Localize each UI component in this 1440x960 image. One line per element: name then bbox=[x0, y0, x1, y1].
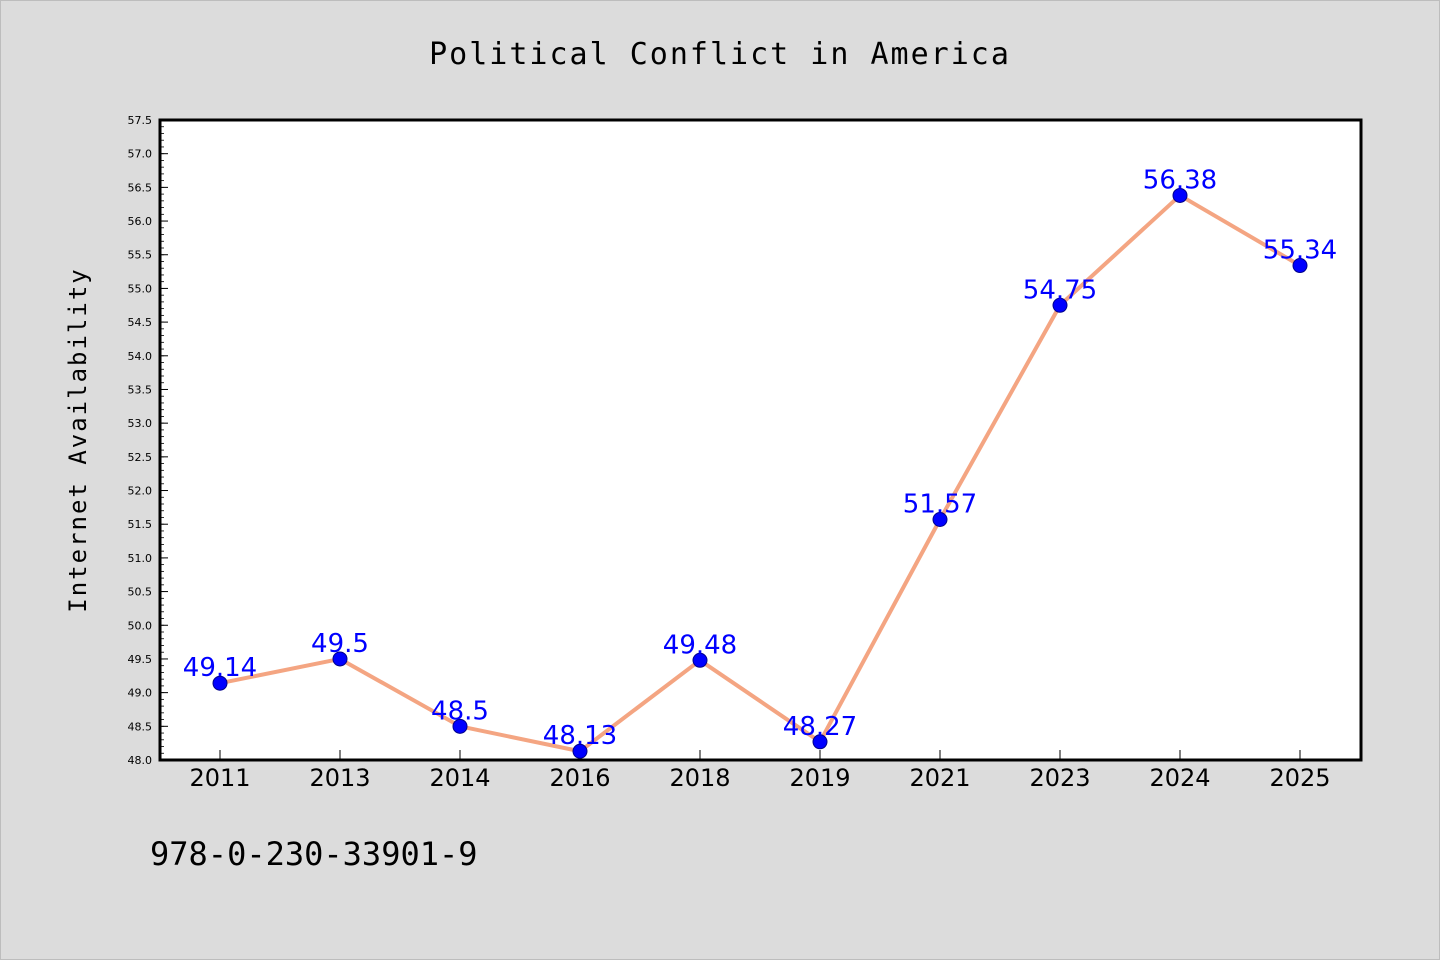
plot-area bbox=[158, 118, 1363, 762]
data-point bbox=[452, 718, 468, 734]
x-tick-label: 2013 bbox=[309, 764, 370, 792]
y-tick-label: 56.0 bbox=[128, 215, 153, 228]
isbn-footer: 978-0-230-33901-9 bbox=[150, 835, 478, 873]
y-tick-label: 54.5 bbox=[128, 316, 153, 329]
series-markers bbox=[212, 187, 1308, 759]
y-tick-label: 57.5 bbox=[128, 114, 153, 127]
y-tick-label: 48.0 bbox=[128, 754, 153, 767]
data-label: 51.57 bbox=[903, 489, 977, 519]
data-point bbox=[1052, 297, 1068, 313]
x-tick-label: 2023 bbox=[1029, 764, 1090, 792]
data-label: 48.13 bbox=[543, 721, 617, 751]
data-label: 48.5 bbox=[431, 696, 489, 726]
data-label: 54.75 bbox=[1023, 275, 1097, 305]
x-tick-label: 2021 bbox=[909, 764, 970, 792]
x-tick-label: 2025 bbox=[1269, 764, 1330, 792]
data-point bbox=[932, 511, 948, 527]
y-axis-ticks: 48.0 48.5 49.0 49.5 50.0 50.5 51.0 51.5 52.0 52.5… bbox=[128, 114, 168, 767]
data-label: 49.5 bbox=[311, 629, 369, 659]
data-point bbox=[1292, 258, 1308, 274]
y-tick-label: 57.0 bbox=[128, 148, 153, 161]
data-point bbox=[212, 675, 228, 691]
x-tick-label: 2016 bbox=[549, 764, 610, 792]
data-point bbox=[1172, 187, 1188, 203]
data-labels: 49.14 49.5 48.5 48.13 49.48 48.27 51.57 54.75 56… bbox=[183, 165, 1337, 751]
y-tick-label: 53.0 bbox=[128, 417, 153, 430]
y-tick-label: 51.5 bbox=[128, 518, 153, 531]
data-point bbox=[812, 734, 828, 750]
data-point bbox=[332, 651, 348, 667]
x-tick-label: 2019 bbox=[789, 764, 850, 792]
y-tick-label: 50.0 bbox=[128, 619, 153, 632]
y-tick-label: 55.5 bbox=[128, 249, 153, 262]
y-tick-label: 49.0 bbox=[128, 687, 153, 700]
y-tick-label: 51.0 bbox=[128, 552, 153, 565]
data-point bbox=[572, 743, 588, 759]
data-label: 55.34 bbox=[1263, 236, 1337, 266]
x-tick-label: 2011 bbox=[189, 764, 250, 792]
data-label: 49.14 bbox=[183, 653, 257, 683]
series-line-group bbox=[219, 193, 1302, 754]
series-line bbox=[219, 193, 1302, 754]
y-tick-label: 56.5 bbox=[128, 181, 153, 194]
x-tick-label: 2014 bbox=[429, 764, 490, 792]
data-label: 56.38 bbox=[1143, 165, 1217, 195]
x-tick-label: 2018 bbox=[669, 764, 730, 792]
y-tick-label: 54.0 bbox=[128, 350, 153, 363]
y-axis-label: Internet Availability bbox=[64, 267, 92, 612]
chart-title: Political Conflict in America bbox=[429, 37, 1011, 72]
y-tick-label: 55.0 bbox=[128, 282, 153, 295]
data-label: 49.48 bbox=[663, 630, 737, 660]
y-tick-label: 52.0 bbox=[128, 485, 153, 498]
data-point bbox=[692, 652, 708, 668]
y-tick-label: 48.5 bbox=[128, 720, 153, 733]
y-tick-label: 50.5 bbox=[128, 586, 153, 599]
data-label: 48.27 bbox=[783, 712, 857, 742]
x-tick-label: 2024 bbox=[1149, 764, 1210, 792]
y-tick-label: 49.5 bbox=[128, 653, 153, 666]
y-tick-label: 52.5 bbox=[128, 451, 153, 464]
x-axis-ticks: 2011 2013 2014 2016 2018 2019 2021 2023 2024 2025 bbox=[189, 750, 1331, 792]
y-tick-label: 53.5 bbox=[128, 383, 153, 396]
